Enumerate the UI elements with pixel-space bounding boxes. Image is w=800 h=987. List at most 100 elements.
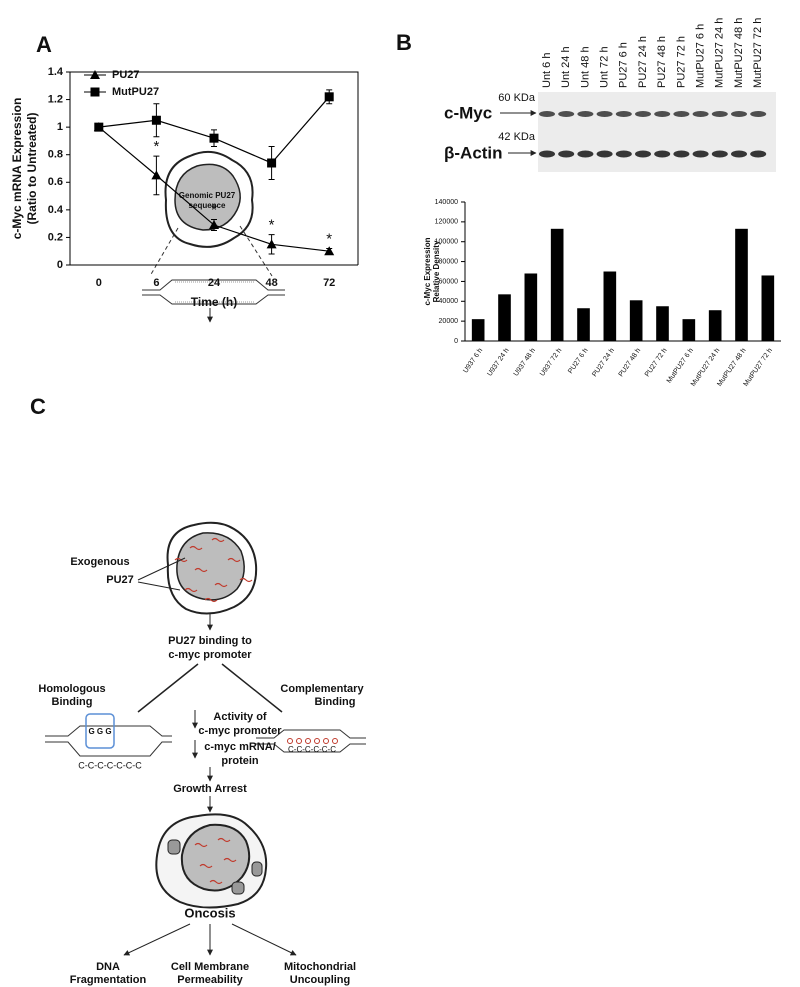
significance: *	[326, 230, 332, 247]
outcome: Uncoupling	[290, 974, 351, 986]
y-tick-label: 140000	[435, 199, 458, 206]
band	[731, 150, 747, 158]
y-tick-label: 80000	[439, 258, 459, 265]
band	[711, 111, 728, 117]
outcome: Mitochondrial	[284, 961, 356, 973]
strand: G G G	[88, 727, 111, 736]
y-tick-label: 0.2	[48, 231, 63, 243]
bar	[682, 319, 696, 341]
y-tick-label: 100000	[435, 239, 458, 246]
x-tick-label: MutPU27 72 h	[743, 347, 774, 388]
band	[596, 111, 613, 117]
band	[711, 150, 728, 158]
lane-label: MutPU27 6 h	[695, 24, 707, 88]
band	[635, 150, 651, 158]
point	[151, 115, 161, 125]
y-tick-label: 0.4	[48, 204, 64, 216]
bar	[577, 308, 590, 341]
strand: C-C-C-C-C-C	[288, 745, 336, 754]
significance: *	[153, 138, 159, 155]
band	[750, 111, 767, 117]
lane-label: PU27 48 h	[656, 36, 668, 88]
band	[635, 111, 651, 117]
cell-label: sequence	[189, 201, 226, 210]
x-tick-label: 0	[96, 277, 102, 289]
label: Complementary	[280, 683, 364, 695]
point	[90, 87, 100, 97]
band	[577, 111, 594, 117]
band	[654, 150, 671, 158]
x-tick-label: PU27 24 h	[591, 347, 616, 378]
y-tick-label: 1.4	[48, 66, 64, 78]
x-tick-label: 72	[323, 277, 335, 289]
axis	[70, 71, 359, 265]
y-tick-label: 0.6	[48, 176, 63, 188]
blot-image	[538, 92, 776, 172]
bar	[735, 228, 748, 341]
lane-label: MutPU27 72 h	[752, 18, 764, 88]
y-tick-label: 0.8	[48, 149, 63, 161]
point	[209, 133, 219, 143]
y-tick-label: 40000	[439, 298, 459, 305]
significance: *	[211, 201, 217, 218]
x-tick-label: 6	[153, 277, 159, 289]
cell-label: Genomic PU27	[179, 191, 236, 200]
point	[94, 122, 104, 132]
y-tick-label: 1	[57, 121, 63, 133]
x-tick-label: U937 48 h	[513, 347, 537, 378]
bar	[524, 273, 538, 341]
lane-label: MutPU27 48 h	[733, 18, 745, 88]
label: Exogenous	[70, 556, 129, 568]
panel-label: C	[30, 394, 46, 419]
band	[558, 111, 575, 117]
band	[596, 150, 613, 158]
label: PU27	[106, 574, 134, 586]
x-tick-label: U937 72 h	[539, 347, 563, 378]
point	[266, 239, 277, 249]
step: Growth Arrest	[173, 783, 247, 795]
y-axis-label: c-Myc mRNA Expression	[10, 98, 24, 240]
axis	[464, 202, 781, 342]
x-tick-label: U937 6 h	[462, 347, 484, 374]
panel-label: A	[36, 32, 52, 57]
size-label: 42 KDa	[498, 131, 536, 143]
y-tick-label: 1.2	[48, 93, 63, 105]
band	[692, 150, 709, 158]
y-tick-label: 120000	[435, 219, 458, 226]
bar	[708, 310, 722, 341]
bar	[471, 319, 485, 341]
point	[324, 92, 334, 102]
band	[673, 111, 690, 117]
legend-label: MutPU27	[112, 86, 159, 98]
bar	[550, 228, 564, 341]
point	[324, 246, 335, 256]
bar	[761, 275, 775, 341]
mechanism-diagram: Genomic PU27 sequence Exogenous PU27 PU2…	[38, 150, 366, 986]
lane-label: PU27 24 h	[637, 36, 649, 88]
lane-label: MutPU27 24 h	[714, 18, 726, 88]
y-axis-label: Relative Density	[432, 240, 441, 302]
lane-label: Unt 72 h	[599, 46, 611, 88]
band	[750, 150, 767, 158]
y-tick-label: 0	[57, 259, 63, 271]
x-tick-label: MutPU27 6 h	[666, 347, 695, 385]
step: c-myc promoter	[168, 649, 252, 661]
lane-label: Unt 48 h	[579, 46, 591, 88]
panel-label: B	[396, 30, 412, 55]
bar	[603, 271, 617, 341]
step: c-myc promoter	[198, 725, 282, 737]
bar	[629, 300, 643, 341]
step: protein	[221, 755, 259, 767]
point	[209, 220, 219, 230]
x-tick-label: 24	[208, 277, 221, 289]
band	[731, 111, 747, 117]
x-axis-label: Time (h)	[191, 295, 237, 309]
step: Oncosis	[184, 905, 235, 920]
lane-label: PU27 6 h	[618, 42, 630, 88]
band	[539, 111, 555, 117]
row-label: c-Myc	[444, 103, 492, 122]
band	[539, 150, 555, 158]
outcome: Permeability	[177, 974, 243, 986]
lane-label: Unt 6 h	[541, 53, 553, 88]
